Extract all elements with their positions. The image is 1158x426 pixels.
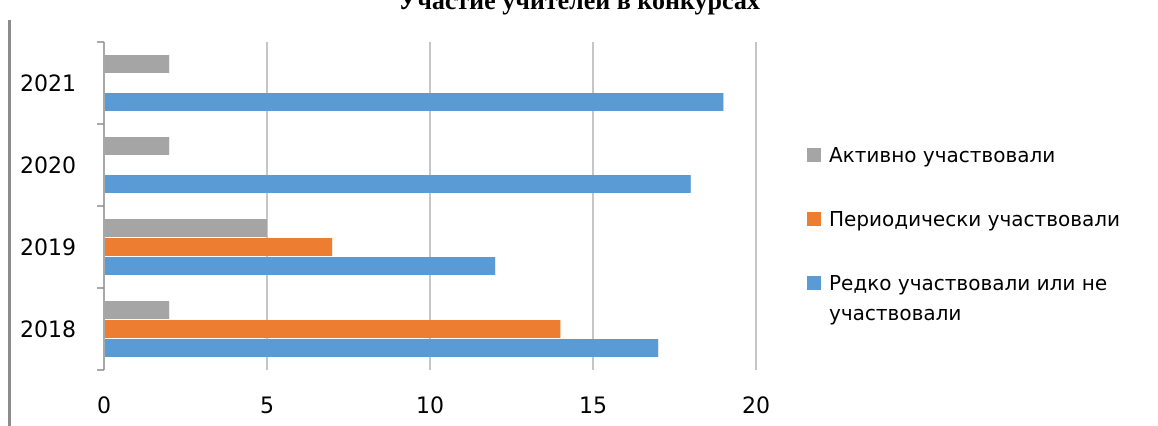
- bar-2020-series-2: [105, 137, 170, 155]
- y-tick-label: 2018: [20, 318, 76, 343]
- bar-2020-series-0: [105, 175, 691, 193]
- legend-label-rare: Редко участвовали или не участвовали: [829, 271, 1108, 325]
- x-tick-label: 5: [260, 394, 274, 419]
- legend-label-active: Активно участвовали: [829, 143, 1056, 167]
- bars: [105, 55, 724, 357]
- bar-2019-series-2: [105, 219, 267, 237]
- bar-2018-series-0: [105, 339, 659, 357]
- legend-swatch-periodic: [807, 212, 821, 226]
- legend-swatch-active: [807, 148, 821, 162]
- bar-2019-series-1: [105, 238, 333, 256]
- bar-2018-series-1: [105, 320, 561, 338]
- legend-label-periodic: Периодически участвовали: [829, 207, 1121, 231]
- x-tick-label: 15: [579, 394, 607, 419]
- y-tick-label: 2021: [20, 72, 76, 97]
- legend-swatch-rare: [807, 276, 821, 290]
- bar-2021-series-2: [105, 55, 170, 73]
- legend-item-rare: Редко участвовали или не участвовали: [807, 268, 1147, 328]
- bar-2018-series-2: [105, 301, 170, 319]
- x-tick-label: 10: [416, 394, 444, 419]
- chart-title: Участие учителей в конкурсах: [398, 0, 760, 15]
- legend-item-periodic: Периодически участвовали: [807, 204, 1147, 234]
- chart-frame-border: [8, 20, 11, 426]
- legend-item-active: Активно участвовали: [807, 140, 1147, 170]
- axes: [97, 41, 105, 371]
- legend: Активно участвовали Периодически участво…: [807, 140, 1147, 328]
- bar-2019-series-0: [105, 257, 496, 275]
- bar-2021-series-0: [105, 93, 724, 111]
- y-tick-labels: 2018 2019 2020 2021: [20, 72, 76, 343]
- y-tick-label: 2020: [20, 154, 76, 179]
- y-tick-label: 2019: [20, 236, 76, 261]
- x-tick-labels: 0 5 10 15 20: [97, 394, 770, 419]
- x-tick-label: 0: [97, 394, 111, 419]
- x-tick-label: 20: [742, 394, 770, 419]
